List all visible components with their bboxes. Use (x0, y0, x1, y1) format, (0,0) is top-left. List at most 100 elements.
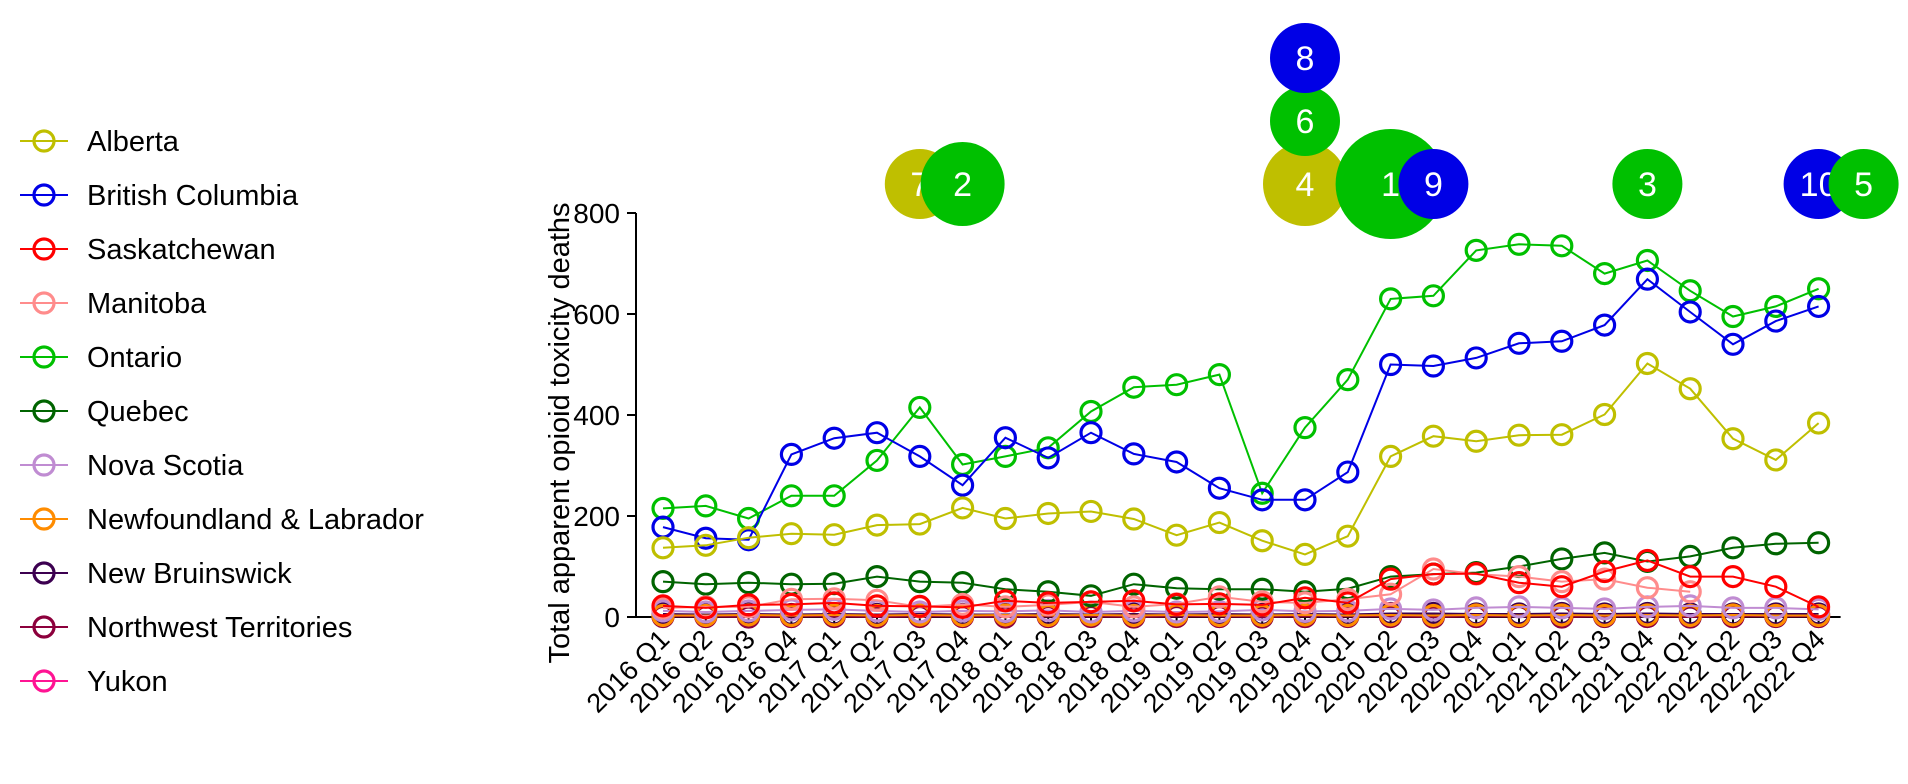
data-point-alberta (1122, 507, 1146, 531)
legend-label: Quebec (87, 396, 189, 428)
data-point-alberta (694, 533, 718, 557)
y-axis-title: Total apparent opioid toxicity deaths (544, 202, 576, 663)
event-annotation-8: 8 (1270, 23, 1340, 93)
data-point-british-columbia (1079, 421, 1103, 445)
data-point-manitoba (1592, 567, 1617, 591)
data-point-quebec (950, 571, 975, 595)
legend-marker (32, 237, 56, 261)
data-point-saskatchewan (1721, 564, 1745, 589)
data-point-alberta (779, 522, 804, 546)
series-british-columbia (651, 267, 1831, 552)
data-point-saskatchewan (694, 596, 718, 620)
legend-marker (32, 507, 56, 531)
series-ontario (651, 232, 1831, 531)
data-point-british-columbia (1507, 331, 1531, 355)
series-line-saskatchewan (662, 559, 1820, 609)
data-point-british-columbia (908, 444, 932, 469)
data-point-quebec (1122, 572, 1146, 596)
data-point-alberta (1207, 510, 1232, 535)
data-point-nova-scotia (1164, 600, 1189, 624)
data-point-alberta (950, 496, 975, 520)
event-label: 9 (1424, 166, 1443, 204)
data-point-newfoundland-labrador (1464, 603, 1488, 627)
event-bubble (1270, 23, 1340, 93)
legend-item-british-columbia: British Columbia (20, 180, 299, 212)
data-point-quebec (1806, 531, 1831, 555)
data-point-saskatchewan (1764, 575, 1788, 599)
legend-item-nova-scotia: Nova Scotia (20, 450, 244, 482)
data-point-alberta (1764, 448, 1788, 472)
data-point-ontario (1122, 375, 1146, 399)
data-point-alberta (1635, 351, 1660, 376)
event-label: 8 (1296, 40, 1315, 78)
data-point-newfoundland-labrador (1592, 603, 1617, 628)
y-tick-label: 200 (573, 501, 620, 532)
data-point-british-columbia (950, 473, 975, 497)
legend-label: Manitoba (87, 288, 207, 320)
event-label: 1 (1381, 166, 1400, 204)
data-point-ontario (1592, 262, 1617, 286)
data-point-saskatchewan (1036, 591, 1060, 615)
data-point-nova-scotia (1421, 598, 1446, 622)
data-point-alberta (1036, 501, 1060, 526)
data-point-british-columbia (1806, 294, 1831, 319)
data-point-ontario (779, 484, 804, 508)
data-point-quebec (1036, 580, 1060, 604)
legend-label: Yukon (87, 666, 168, 698)
data-point-british-columbia (993, 426, 1018, 450)
data-point-quebec (1079, 584, 1103, 608)
data-point-alberta (993, 506, 1018, 531)
data-point-ontario (1764, 294, 1788, 319)
data-point-saskatchewan (993, 589, 1018, 613)
legend-marker (32, 183, 56, 207)
data-point-newfoundland-labrador (1721, 603, 1745, 627)
data-point-quebec (1721, 536, 1745, 560)
data-point-alberta (1507, 423, 1531, 447)
data-point-saskatchewan (1678, 564, 1702, 589)
series-line-northwest-territories (663, 615, 1819, 619)
legend-item-yukon: Yukon (20, 666, 168, 698)
legend-item-manitoba: Manitoba (20, 288, 207, 320)
data-point-british-columbia (1122, 442, 1146, 466)
event-label: 3 (1638, 166, 1657, 204)
event-bubble (1398, 149, 1469, 219)
data-point-alberta (1592, 402, 1617, 427)
data-point-alberta (865, 513, 889, 537)
data-point-newfoundland-labrador (1507, 603, 1531, 628)
data-point-british-columbia (779, 442, 804, 466)
data-point-nova-scotia (1592, 597, 1617, 621)
data-point-manitoba (1122, 595, 1146, 619)
data-point-newfoundland-labrador (1635, 603, 1660, 627)
data-point-ontario (822, 484, 846, 508)
data-point-alberta (1806, 411, 1831, 435)
legend: Alberta British Columbia Saskatchewan Manit… (20, 126, 424, 698)
data-point-ontario (1293, 416, 1317, 440)
data-point-alberta (1336, 524, 1360, 548)
legend-marker (32, 129, 56, 153)
data-point-british-columbia (694, 526, 718, 550)
data-point-saskatchewan (950, 595, 975, 620)
legend-marker (32, 453, 56, 477)
data-point-alberta (1079, 499, 1103, 524)
data-point-alberta (651, 536, 675, 560)
data-point-alberta (736, 526, 761, 550)
y-tick-label: 800 (573, 198, 620, 229)
data-point-british-columbia (1678, 300, 1702, 324)
data-point-british-columbia (1207, 476, 1232, 500)
legend-item-saskatchewan: Saskatchewan (20, 234, 276, 266)
event-annotation-9: 9 (1398, 149, 1469, 219)
data-point-alberta (1464, 429, 1488, 453)
data-point-ontario (1164, 373, 1189, 397)
data-point-alberta (1550, 423, 1574, 447)
data-point-nova-scotia (1464, 596, 1488, 620)
data-point-ontario (1250, 481, 1274, 505)
data-point-british-columbia (1421, 354, 1446, 378)
legend-label: British Columbia (87, 180, 299, 212)
legend-label: Northwest Territories (87, 612, 352, 644)
data-point-nova-scotia (1207, 599, 1232, 624)
data-point-british-columbia (822, 426, 846, 450)
legend-marker (32, 345, 56, 369)
legend-item-alberta: Alberta (20, 126, 180, 158)
